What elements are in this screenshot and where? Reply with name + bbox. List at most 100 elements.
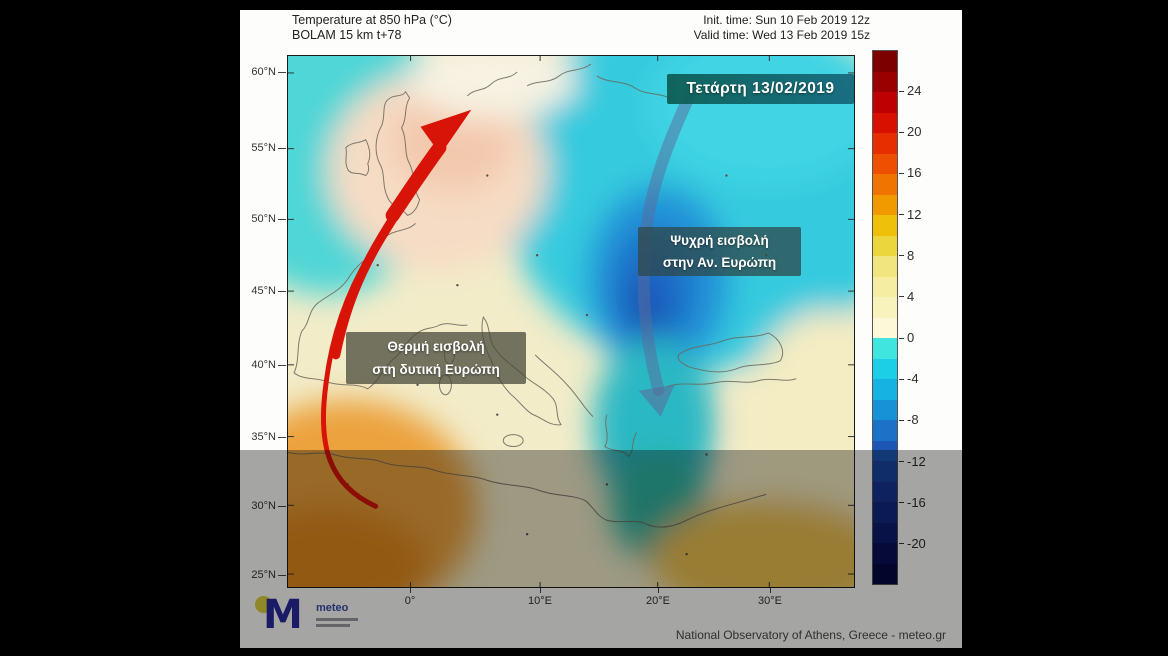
colorbar-tick <box>899 296 904 298</box>
map-canvas: Τετάρτη 13/02/2019 Ψυχρή εισβολή στην Αν… <box>287 55 855 588</box>
colorbar-tick <box>899 543 904 545</box>
colorbar-segment <box>873 440 897 461</box>
lon-label-20e: 20°E <box>646 595 670 607</box>
colorbar-segment <box>873 153 897 174</box>
title-line-2: BOLAM 15 km t+78 <box>292 28 402 42</box>
axis-tick <box>770 588 771 593</box>
colorbar-tick <box>899 378 904 380</box>
colorbar-segment <box>873 502 897 523</box>
colorbar-segment <box>873 338 897 359</box>
colorbar-tick-label: 8 <box>907 247 915 263</box>
cold-label-line1: Ψυχρή εισβολή <box>670 233 769 248</box>
colorbar-tick-label: -4 <box>907 371 919 387</box>
colorbar-segment <box>873 194 897 215</box>
axis-tick <box>278 218 286 220</box>
lon-label-10e: 10°E <box>528 595 552 607</box>
lat-label-40n: 40°N <box>240 358 287 372</box>
colorbar-segment <box>873 133 897 154</box>
colorbar-tick-label: 12 <box>907 206 922 222</box>
warm-label-line2: στη δυτική Ευρώπη <box>372 362 500 377</box>
axis-tick <box>278 505 286 507</box>
colorbar-segment <box>873 256 897 277</box>
date-badge-text: Τετάρτη 13/02/2019 <box>686 80 835 97</box>
lat-label-60n: 60°N <box>240 65 287 79</box>
colorbar-segment <box>873 522 897 543</box>
colorbar-tick <box>899 172 904 174</box>
logo-subline <box>316 624 350 627</box>
colorbar-segment <box>873 399 897 420</box>
lon-label-30e: 30°E <box>758 595 782 607</box>
axis-tick <box>278 364 286 366</box>
lon-label-0: 0° <box>404 595 416 607</box>
lat-label-45n: 45°N <box>240 284 287 298</box>
lat-label-50n: 50°N <box>240 212 287 226</box>
axis-tick <box>540 588 541 593</box>
map-edge-ticks <box>288 56 854 587</box>
run-times: Init. time: Sun 10 Feb 2019 12z Valid ti… <box>630 13 870 43</box>
meteo-logo-icon: M <box>263 592 303 638</box>
colorbar-segment <box>873 563 897 584</box>
colorbar-tick <box>899 255 904 257</box>
meteo-wordmark: meteo <box>316 602 349 614</box>
colorbar-segment <box>873 543 897 564</box>
colorbar-tick-label: 20 <box>907 124 922 140</box>
colorbar-tick-label: -20 <box>907 535 926 551</box>
title-line-1: Temperature at 850 hPa (°C) <box>292 13 452 27</box>
axis-tick <box>658 588 659 593</box>
sun-icon <box>255 596 272 613</box>
colorbar-segment <box>873 317 897 338</box>
colorbar-tick <box>899 131 904 133</box>
lat-label-35n: 35°N <box>240 430 287 444</box>
axis-tick <box>278 71 286 73</box>
colorbar-segment <box>873 92 897 113</box>
temperature-color-field <box>288 56 854 587</box>
warm-invasion-label: Θερμή εισβολή στη δυτική Ευρώπη <box>346 332 526 384</box>
lat-label-55n: 55°N <box>240 141 287 155</box>
cold-invasion-label: Ψυχρή εισβολή στην Αν. Ευρώπη <box>638 227 801 276</box>
colorbar-tick <box>899 419 904 421</box>
colorbar-segment <box>873 235 897 256</box>
axis-tick <box>410 588 411 593</box>
colorbar-tick <box>899 90 904 92</box>
colorbar-segments <box>872 50 898 585</box>
colorbar-segment <box>873 481 897 502</box>
axis-tick <box>278 290 286 292</box>
cold-label-line2: στην Αν. Ευρώπη <box>662 255 777 270</box>
axis-tick <box>278 436 286 438</box>
logo-subline <box>316 618 358 621</box>
temperature-field-map <box>288 56 854 587</box>
colorbar-tick-label: 0 <box>907 330 915 346</box>
colorbar-tick <box>899 461 904 463</box>
colorbar-segment <box>873 358 897 379</box>
colorbar-segment <box>873 461 897 482</box>
colorbar-segment <box>873 276 897 297</box>
colorbar-segment <box>873 71 897 92</box>
colorbar-segment <box>873 215 897 236</box>
axis-tick <box>278 574 286 576</box>
colorbar-tick <box>899 502 904 504</box>
colorbar-segment <box>873 379 897 400</box>
axis-tick <box>278 147 286 149</box>
colorbar-tick <box>899 337 904 339</box>
init-time: Init. time: Sun 10 Feb 2019 12z <box>703 13 870 27</box>
colorbar-segment <box>873 51 897 72</box>
colorbar-tick-label: -16 <box>907 494 926 510</box>
valid-time: Valid time: Wed 13 Feb 2019 15z <box>693 28 870 42</box>
lat-label-25n: 25°N <box>240 568 287 582</box>
colorbar-segment <box>873 420 897 441</box>
colorbar-segment <box>873 174 897 195</box>
weather-map-panel: Temperature at 850 hPa (°C) BOLAM 15 km … <box>240 10 962 648</box>
warm-advection-arrow <box>320 109 472 509</box>
colorbar-tick-label: -12 <box>907 453 926 469</box>
colorbar-tick-label: 16 <box>907 165 922 181</box>
colorbar-tick-label: 24 <box>907 83 922 99</box>
colorbar-segment <box>873 112 897 133</box>
attribution-text: National Observatory of Athens, Greece -… <box>675 628 946 642</box>
date-badge: Τετάρτη 13/02/2019 <box>667 74 854 104</box>
warm-label-line1: Θερμή εισβολή <box>387 339 485 354</box>
colorbar-tick <box>899 214 904 216</box>
lat-label-30n: 30°N <box>240 499 287 513</box>
colorbar-segment <box>873 297 897 318</box>
map-title: Temperature at 850 hPa (°C) BOLAM 15 km … <box>292 13 452 43</box>
